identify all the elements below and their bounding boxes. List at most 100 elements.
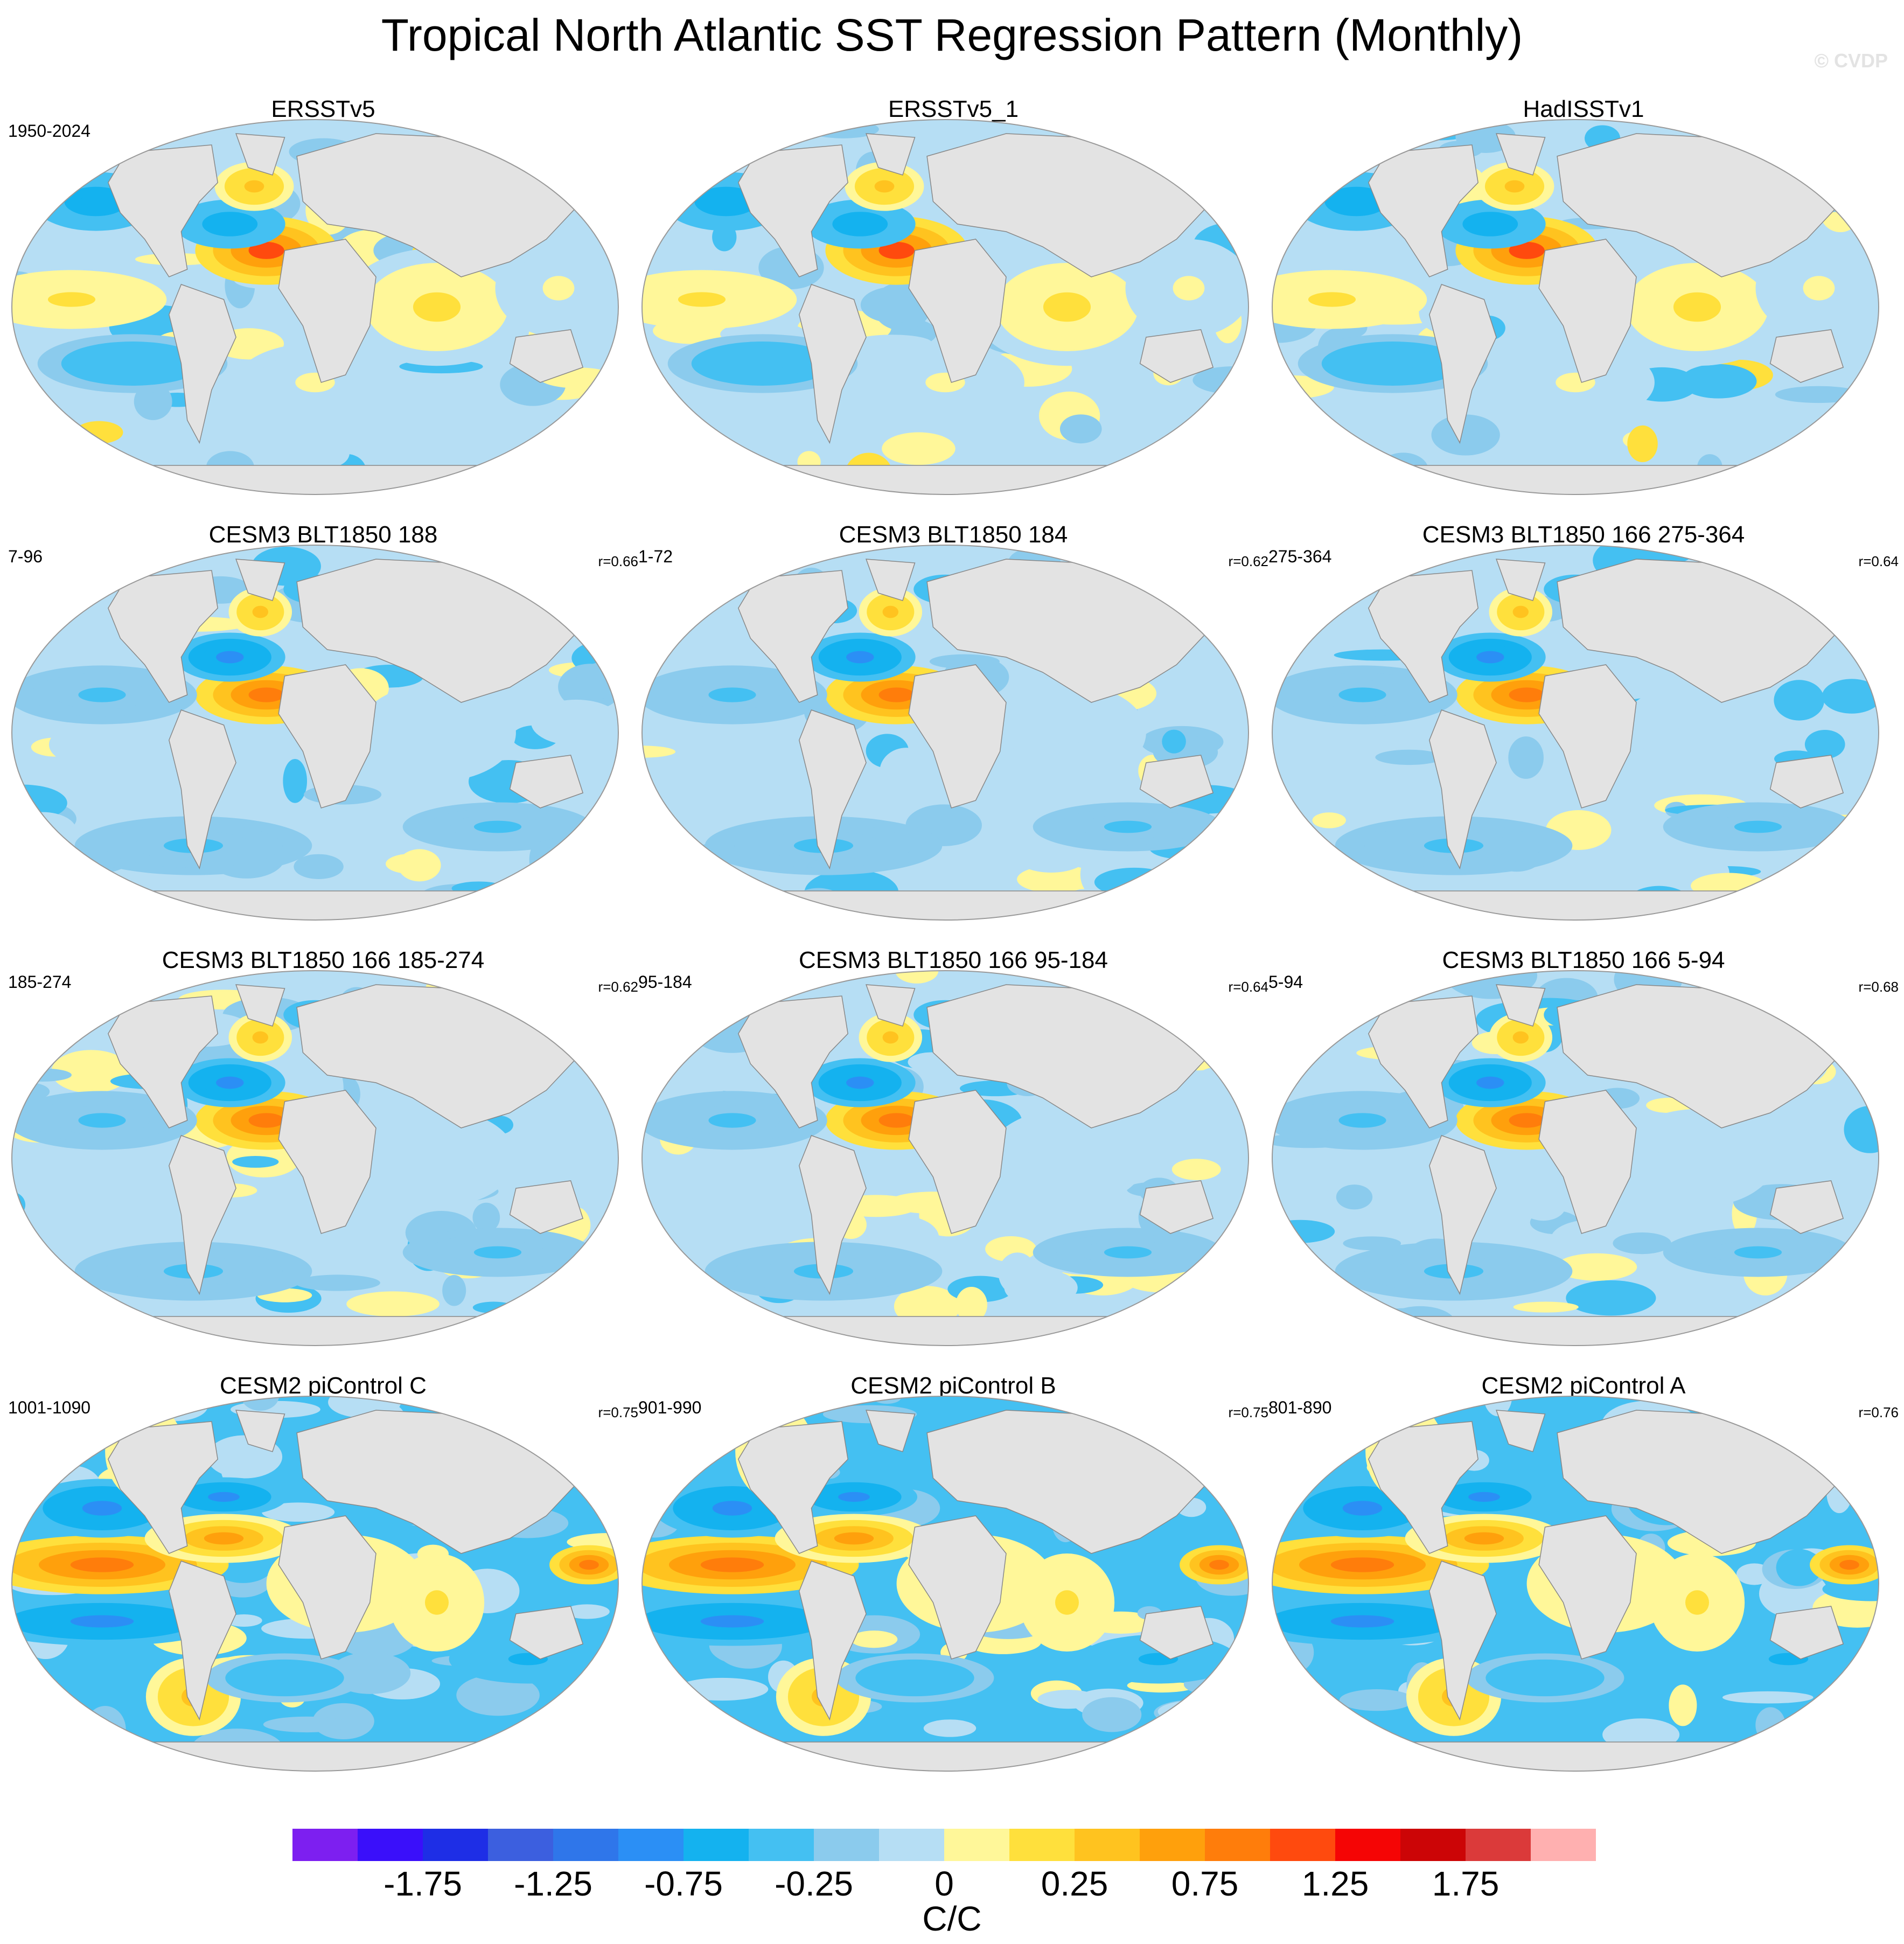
anomaly-contour	[708, 687, 756, 702]
anomaly-patch	[1282, 1001, 1358, 1015]
panel-years: 1950-2024	[8, 121, 91, 141]
colorbar-swatch	[1335, 1829, 1400, 1861]
colorbar-tick-label: 1.75	[1432, 1864, 1500, 1903]
anomaly-patch	[1764, 1412, 1850, 1425]
anomaly-patch	[1804, 729, 1845, 759]
map-outline	[11, 1396, 619, 1772]
land-mass	[712, 1316, 1178, 1346]
anomaly-patch	[1157, 120, 1230, 138]
land-mass	[1538, 1515, 1637, 1660]
anomaly-patch	[519, 149, 579, 168]
sst-regression-map	[11, 545, 619, 921]
anomaly-patch	[1139, 120, 1168, 161]
land-mass	[1342, 890, 1809, 920]
anomaly-patch	[1431, 414, 1500, 456]
anomaly-patch	[1508, 736, 1544, 779]
panel-title: CESM3 BLT1850 166 95-184	[799, 947, 1108, 973]
anomaly-patch	[262, 1502, 335, 1522]
anomaly-contour	[1476, 651, 1504, 664]
colorbar	[292, 1829, 1596, 1861]
anomaly-patch	[1199, 605, 1249, 629]
anomaly-contour	[1476, 218, 1504, 231]
land-mass	[1769, 1606, 1844, 1660]
land-mass	[866, 1410, 916, 1452]
anomaly-contour	[708, 1113, 756, 1128]
anomaly-patch	[396, 438, 462, 450]
colorbar-swatch	[618, 1829, 684, 1861]
anomaly-contour	[1685, 1590, 1710, 1615]
map-outline	[1272, 119, 1879, 495]
anomaly-patch	[1197, 1067, 1238, 1090]
panel-correlation: r=0.68	[1858, 979, 1899, 995]
anomaly-contour	[1468, 1492, 1500, 1502]
land-mass	[169, 1560, 236, 1721]
land-mass	[235, 1410, 285, 1452]
watermark: © CVDP	[1814, 50, 1888, 72]
map-panel: ERSSTv5_1	[638, 94, 1268, 520]
anomaly-patch	[12, 424, 58, 465]
anomaly-patch	[599, 639, 618, 671]
anomaly-contour	[834, 1532, 874, 1545]
anomaly-patch	[1550, 1220, 1629, 1260]
anomaly-contour	[1509, 242, 1545, 259]
anomaly-patch	[1850, 1439, 1879, 1453]
panel-title: CESM3 BLT1850 166 275-364	[1422, 521, 1745, 548]
land-mass	[278, 1515, 376, 1660]
colorbar-swatch	[292, 1829, 358, 1861]
anomaly-patch	[198, 414, 235, 435]
map-panel: CESM3 BLT1850 184 1-72 r=0.62	[638, 520, 1268, 945]
anomaly-contour	[700, 1615, 764, 1628]
anomaly-contour	[1464, 1532, 1504, 1545]
anomaly-patch	[1083, 902, 1110, 916]
anomaly-patch	[700, 971, 787, 999]
land-mass	[235, 984, 285, 1027]
anomaly-patch	[132, 1750, 171, 1771]
anomaly-patch	[1828, 128, 1869, 156]
anomaly-patch	[1159, 432, 1194, 468]
anomaly-patch	[566, 1025, 618, 1057]
anomaly-patch	[13, 1068, 72, 1082]
anomaly-contour	[1734, 1246, 1782, 1259]
anomaly-patch	[1396, 132, 1422, 148]
land-mass	[82, 1316, 548, 1346]
land-mass	[1368, 570, 1479, 703]
anomaly-patch	[1154, 1699, 1239, 1726]
anomaly-patch	[456, 1674, 540, 1716]
anomaly-contour	[252, 605, 268, 618]
anomaly-contour	[878, 687, 915, 702]
anomaly-contour	[1340, 194, 1372, 209]
anomaly-patch	[25, 1287, 92, 1314]
anomaly-patch	[442, 1274, 466, 1306]
anomaly-patch	[1343, 1236, 1401, 1251]
anomaly-patch	[1712, 1335, 1787, 1346]
anomaly-patch	[305, 438, 350, 468]
anomaly-contour	[712, 1501, 752, 1516]
land-mass	[107, 1421, 219, 1554]
sst-regression-map	[1272, 1396, 1879, 1772]
anomaly-patch	[283, 758, 308, 803]
anomaly-patch	[1680, 364, 1757, 399]
map-panel: CESM2 piControl C 1001-1090 r=0.75	[8, 1371, 638, 1796]
anomaly-patch	[1774, 971, 1829, 992]
anomaly-patch	[30, 1034, 75, 1046]
anomaly-patch	[563, 408, 618, 424]
anomaly-patch	[729, 1403, 769, 1418]
panel-title: CESM3 BLT1850 166 185-274	[162, 947, 485, 973]
anomaly-patch	[48, 722, 142, 768]
panel-years: 7-96	[8, 547, 43, 566]
land-mass	[82, 890, 548, 920]
land-mass	[1769, 1180, 1844, 1234]
anomaly-patch	[1566, 1280, 1656, 1316]
map-panel: CESM3 BLT1850 166 185-274 185-274 r=0.62	[8, 945, 638, 1371]
land-mass	[1769, 755, 1844, 809]
anomaly-contour	[1476, 1076, 1504, 1089]
anomaly-contour	[248, 242, 284, 259]
sst-regression-map	[641, 970, 1249, 1346]
land-mass	[712, 1741, 1178, 1771]
anomaly-patch	[386, 853, 437, 874]
anomaly-contour	[846, 1076, 874, 1089]
anomaly-patch	[1627, 425, 1658, 462]
land-mass	[737, 144, 849, 277]
anomaly-contour	[838, 1492, 870, 1502]
panel-correlation: r=0.64	[1858, 553, 1899, 569]
